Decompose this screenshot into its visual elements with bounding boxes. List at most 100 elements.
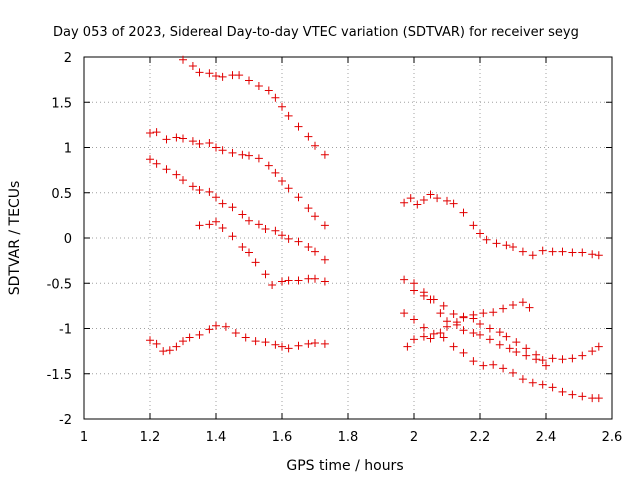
data-point [449,199,458,208]
data-point [238,150,247,159]
data-point [459,208,468,217]
data-point [304,243,313,252]
data-point [188,182,197,191]
data-point [278,342,286,351]
data-point [419,291,428,300]
data-point [320,150,329,159]
y-tick-label: -1 [59,323,72,338]
data-point [212,72,220,81]
data-point [443,317,451,326]
data-point [548,247,557,256]
data-point [320,339,329,348]
data-point [254,220,263,229]
data-point [538,246,547,255]
data-point [489,360,498,369]
data-point [449,310,458,319]
data-point [485,324,494,333]
data-point [238,243,247,252]
data-point [228,232,237,241]
data-point [251,258,260,267]
data-point [525,303,534,312]
series-arc-7 [400,275,534,322]
data-point [452,320,461,329]
data-point [284,111,293,120]
data-point [278,277,286,286]
data-point [212,143,220,152]
x-tick-label: 2.6 [602,430,623,445]
data-point [294,122,303,131]
data-point [594,251,603,260]
x-tick-label: 1.8 [338,430,359,445]
data-point [485,335,494,344]
data-point [406,194,415,203]
data-point [568,248,577,257]
x-tick-label: 1.4 [206,430,227,445]
series-arc-8 [400,309,603,403]
data-point [320,277,329,286]
data-point [459,326,468,335]
data-point [410,279,418,288]
data-point [159,347,168,356]
data-point [205,220,214,229]
data-point [179,134,187,143]
data-point [179,337,187,346]
data-point [439,333,448,342]
data-point [261,270,270,279]
data-point [304,339,313,348]
data-point [426,295,435,304]
data-point [172,342,181,351]
data-point [294,276,303,285]
data-point [588,250,597,259]
data-point [245,248,253,257]
data-point [469,357,478,366]
chart-title: Day 053 of 2023, Sidereal Day-to-day VTE… [53,25,579,40]
series-arc-6 [400,190,603,260]
data-point [558,387,567,396]
data-point [509,368,517,377]
data-point [518,247,527,256]
data-point [311,274,319,283]
data-point [578,351,587,360]
data-point [162,165,171,174]
data-point [433,194,442,203]
data-point [594,394,603,403]
data-point [268,281,277,290]
data-point [218,199,227,208]
data-point [146,155,154,164]
data-point [251,337,260,346]
data-point [479,309,488,318]
data-point [245,216,253,225]
data-point [538,356,547,365]
data-point [284,276,293,285]
data-point [212,321,220,330]
data-point [578,248,587,257]
y-tick-label: 1.5 [51,96,72,111]
data-point [304,204,313,213]
data-point [426,190,435,199]
data-point [476,330,484,339]
data-point [509,300,517,309]
data-point [548,354,557,363]
data-point [241,333,250,342]
data-point [152,159,161,168]
y-tick-label: -0.5 [47,277,72,292]
y-tick-labels: -2 -1.5 -1 -0.5 0 0.5 1 1.5 2 [47,51,72,428]
y-tick-label: 0.5 [51,187,72,202]
data-point [469,329,478,338]
data-point [512,338,521,347]
series-arc-2 [146,128,329,230]
x-tick-label: 2.2 [470,430,491,445]
data-point [264,86,273,95]
data-point [429,329,438,338]
data-point [512,348,521,357]
data-point [218,224,227,233]
data-point [419,332,428,341]
data-point [495,340,504,349]
data-point [294,341,303,350]
data-point [271,226,280,235]
series-arc-10 [410,286,550,370]
data-point [459,348,468,357]
data-point [311,141,319,150]
data-point [221,322,230,331]
